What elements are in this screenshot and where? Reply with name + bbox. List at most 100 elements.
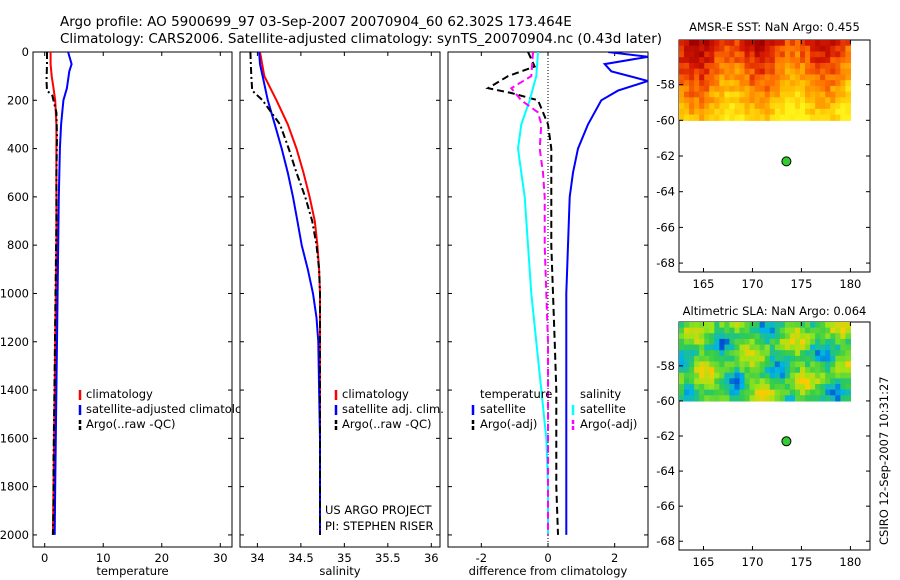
sla-map-heat-cell: [815, 367, 821, 374]
sla-map-heat-cell: [714, 395, 720, 402]
sla-map-heat-cell: [694, 333, 700, 340]
sla-map-heat-cell: [684, 344, 690, 351]
sla-map-heat-cell: [835, 389, 841, 396]
sst-map-heat-cell: [794, 85, 801, 93]
sla-map-heat-cell: [699, 367, 705, 374]
sst-map-heat-cell: [744, 80, 751, 87]
sst-map-heat-cell: [820, 68, 826, 76]
sla-map-heat-cell: [830, 327, 836, 334]
sst-map-heat-cell: [815, 62, 821, 70]
sst-map-heat-cell: [679, 108, 685, 116]
sla-map-heat-cell: [830, 384, 836, 391]
sla-map-heat-cell: [724, 355, 731, 363]
sla-map-heat-cell: [845, 333, 852, 340]
sla-map-heat-cell: [689, 395, 695, 402]
sla-map-heat-cell: [709, 322, 715, 329]
sla-map-heat-cell: [724, 372, 731, 379]
sla-map-heat-cell: [820, 389, 826, 396]
sla-map-heat-cell: [699, 327, 705, 334]
sla-map-heat-cell: [825, 361, 831, 368]
sla-map-heat-cell: [719, 350, 725, 357]
sla-map-heat-cell: [840, 327, 846, 334]
sla-map-heat-cell: [840, 344, 846, 351]
sla-map-heat-cell: [739, 350, 746, 357]
sst-map-heat-cell: [784, 103, 791, 110]
sla-map-heat-cell: [779, 333, 786, 340]
sla-map-heat-cell: [734, 322, 741, 329]
sla-map-heat-cell: [774, 384, 781, 391]
sla-map-heat-cell: [759, 344, 766, 351]
sla-map-heat-cell: [684, 338, 690, 346]
sla-map-title: Altimetric SLA: NaN Argo: 0.064: [683, 304, 867, 318]
sst-map-heat-cell: [744, 85, 751, 93]
sla-map-heat-cell: [830, 389, 836, 396]
sst-map-heat-cell: [794, 40, 801, 47]
sla-map-heat-cell: [724, 384, 731, 391]
sst-map-heat-cell: [714, 91, 720, 98]
sla-map-heat-cell: [810, 338, 816, 346]
sla-map-heat-cell: [815, 389, 821, 396]
sst-map-heat-cell: [805, 40, 811, 47]
sla-map-ytick-label: -58: [656, 359, 675, 373]
sst-map-heat-cell: [744, 91, 751, 98]
temperature-ytick-label: 1600: [0, 431, 29, 445]
sst-map-heat-cell: [739, 91, 746, 98]
sst-map-heat-cell: [825, 57, 831, 64]
sla-map-heat-cell: [810, 327, 816, 334]
sla-map-heat-cell: [769, 355, 776, 363]
sst-map-heat-cell: [679, 45, 685, 53]
sst-map-heat-cell: [704, 68, 710, 76]
sla-map-heat-cell: [830, 367, 836, 374]
sst-map-heat-cell: [769, 45, 776, 53]
sla-map-heat-cell: [749, 327, 756, 334]
sst-map-heat-cell: [679, 68, 685, 76]
sst-map-heat-cell: [784, 40, 791, 47]
sla-map-heat-cell: [704, 350, 710, 357]
sla-map-heat-cell: [830, 333, 836, 340]
sla-map-heat-cell: [714, 333, 720, 340]
sst-map-heat-cell: [724, 51, 731, 58]
sla-map-heat-cell: [709, 378, 715, 385]
sla-map-heat-cell: [689, 372, 695, 379]
sla-map-heat-cell: [800, 384, 806, 391]
sla-map-heat-cell: [709, 338, 715, 346]
sla-map-heat-cell: [815, 378, 821, 385]
sla-map-heat-cell: [744, 338, 751, 346]
sst-map-heat-cell: [830, 103, 836, 110]
sst-map-heat-cell: [714, 103, 720, 110]
sla-map-heat-cell: [784, 327, 791, 334]
sst-map-heat-cell: [805, 45, 811, 53]
sla-map-heat-cell: [789, 372, 796, 379]
sla-map-heat-cell: [684, 322, 690, 329]
sla-map-heat-cell: [754, 367, 761, 374]
temperature-ytick-label: 2000: [0, 528, 29, 542]
sla-map-heat-cell: [835, 372, 841, 379]
sst-map-heat-cell: [815, 91, 821, 98]
temperature-ytick-label: 800: [7, 238, 29, 252]
sla-map-heat-cell: [759, 322, 766, 329]
temperature-ytick-label: 1200: [0, 335, 29, 349]
sst-map-heat-cell: [769, 114, 776, 121]
sla-map-heat-cell: [754, 327, 761, 334]
sst-map-heat-cell: [784, 74, 791, 81]
sst-map-heat-cell: [779, 97, 786, 104]
sst-map-heat-cell: [759, 57, 766, 64]
sla-map-heat-cell: [820, 372, 826, 379]
sla-map-heat-cell: [739, 338, 746, 346]
sla-map-heat-cell: [754, 344, 761, 351]
sst-map-heat-cell: [789, 91, 796, 98]
sla-map-heat-cell: [805, 372, 811, 379]
sst-map-heat-cell: [825, 74, 831, 81]
sla-map-heat-cell: [825, 367, 831, 374]
sst-map-heat-cell: [729, 91, 736, 98]
sst-map-heat-cell: [684, 80, 690, 87]
sla-map-heat-cell: [699, 384, 705, 391]
sla-map-heat-cell: [709, 361, 715, 368]
sla-map-heat-cell: [789, 384, 796, 391]
sla-map-heat-cell: [724, 389, 731, 396]
sla-map-heat-cell: [714, 378, 720, 385]
sst-map-heat-cell: [694, 97, 700, 104]
sst-map-heat-cell: [779, 103, 786, 110]
sla-map-heat-cell: [820, 378, 826, 385]
sst-map-heat-cell: [815, 57, 821, 64]
